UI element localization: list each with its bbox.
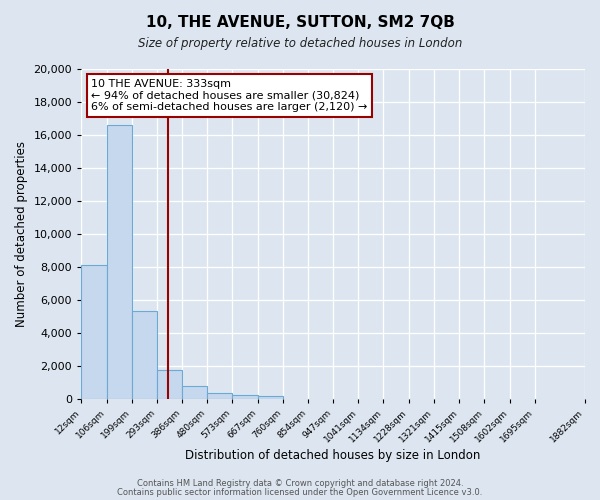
Text: Contains public sector information licensed under the Open Government Licence v3: Contains public sector information licen… [118,488,482,497]
Bar [182,386,207,399]
Bar [131,312,157,399]
Text: 10 THE AVENUE: 333sqm
← 94% of detached houses are smaller (30,824)
6% of semi-d: 10 THE AVENUE: 333sqm ← 94% of detached … [91,79,368,112]
Bar [107,125,131,399]
X-axis label: Distribution of detached houses by size in London: Distribution of detached houses by size … [185,450,481,462]
Bar [232,394,257,399]
Bar [257,396,283,399]
Bar [157,370,182,399]
Text: Contains HM Land Registry data © Crown copyright and database right 2024.: Contains HM Land Registry data © Crown c… [137,479,463,488]
Bar [207,393,232,399]
Bar [81,265,107,399]
Y-axis label: Number of detached properties: Number of detached properties [15,141,28,327]
Text: Size of property relative to detached houses in London: Size of property relative to detached ho… [138,38,462,51]
Text: 10, THE AVENUE, SUTTON, SM2 7QB: 10, THE AVENUE, SUTTON, SM2 7QB [146,15,454,30]
